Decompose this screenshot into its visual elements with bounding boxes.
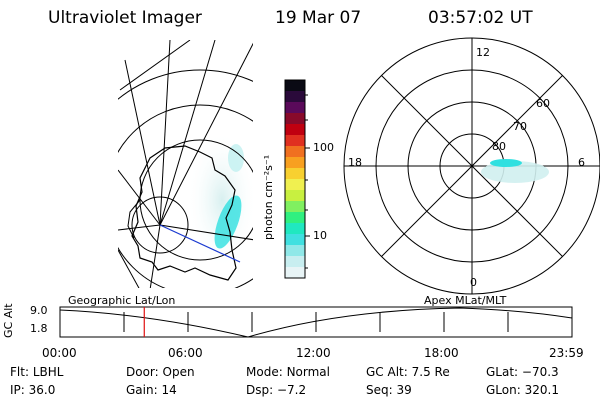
- polar-ring-70: 70: [513, 120, 527, 133]
- colorbar-segment: [285, 135, 305, 147]
- colorbar-segment: [285, 245, 305, 257]
- polar-label-bottom: 0: [470, 276, 477, 289]
- colorbar-segment: [285, 124, 305, 136]
- colorbar-segment: [285, 157, 305, 169]
- colorbar-segment: [285, 146, 305, 158]
- colorbar-segment: [285, 168, 305, 180]
- colorbar-segment: [285, 201, 305, 213]
- timeline-xtick-2: 12:00: [296, 346, 331, 360]
- timeline-xtick-4: 23:59: [549, 346, 584, 360]
- instrument-title: Ultraviolet Imager: [48, 8, 202, 28]
- colorbar-segment: [285, 234, 305, 246]
- status-gc-alt: GC Alt: 7.5 Re: [366, 365, 450, 379]
- colorbar-tick-100: 100: [313, 141, 334, 154]
- status-gain: Gain: 14: [126, 383, 177, 397]
- status-glon: GLon: 320.1: [486, 383, 559, 397]
- colorbar-segment: [285, 102, 305, 114]
- colorbar-segment: [285, 223, 305, 235]
- time-label: 03:57:02 UT: [428, 8, 533, 28]
- colorbar-segment: [285, 256, 305, 268]
- timeline-xtick-0: 00:00: [42, 346, 77, 360]
- colorbar-segment: [285, 80, 305, 92]
- date-label: 19 Mar 07: [275, 8, 362, 28]
- status-glat: GLat: −70.3: [486, 365, 559, 379]
- colorbar-segment: [285, 190, 305, 202]
- polar-ring-60: 60: [536, 97, 550, 110]
- timeline-right-title: Apex MLat/MLT: [424, 294, 507, 307]
- status-seq: Seq: 39: [366, 383, 412, 397]
- polar-label-left: 18: [348, 156, 362, 169]
- colorbar-segment: [285, 91, 305, 103]
- polar-label-right: 6: [578, 156, 585, 169]
- status-dsp: Dsp: −7.2: [246, 383, 307, 397]
- timeline-ytick-bottom: 1.8: [30, 322, 48, 335]
- polar-ring-80: 80: [492, 140, 506, 153]
- timeline-ytick-top: 9.0: [30, 304, 48, 317]
- timeline-left-title: Geographic Lat/Lon: [68, 294, 176, 307]
- status-filter: Flt: LBHL: [10, 365, 64, 379]
- status-ip: IP: 36.0: [10, 383, 56, 397]
- colorbar-tick-10: 10: [313, 229, 327, 242]
- status-mode: Mode: Normal: [246, 365, 330, 379]
- colorbar-segment: [285, 113, 305, 125]
- polar-label-top: 12: [476, 46, 490, 59]
- status-door: Door: Open: [126, 365, 195, 379]
- colorbar-segment: [285, 212, 305, 224]
- timeline-xtick-1: 06:00: [168, 346, 203, 360]
- colorbar-segment: [285, 179, 305, 191]
- timeline-xtick-3: 18:00: [424, 346, 459, 360]
- colorbar-segment: [285, 267, 305, 279]
